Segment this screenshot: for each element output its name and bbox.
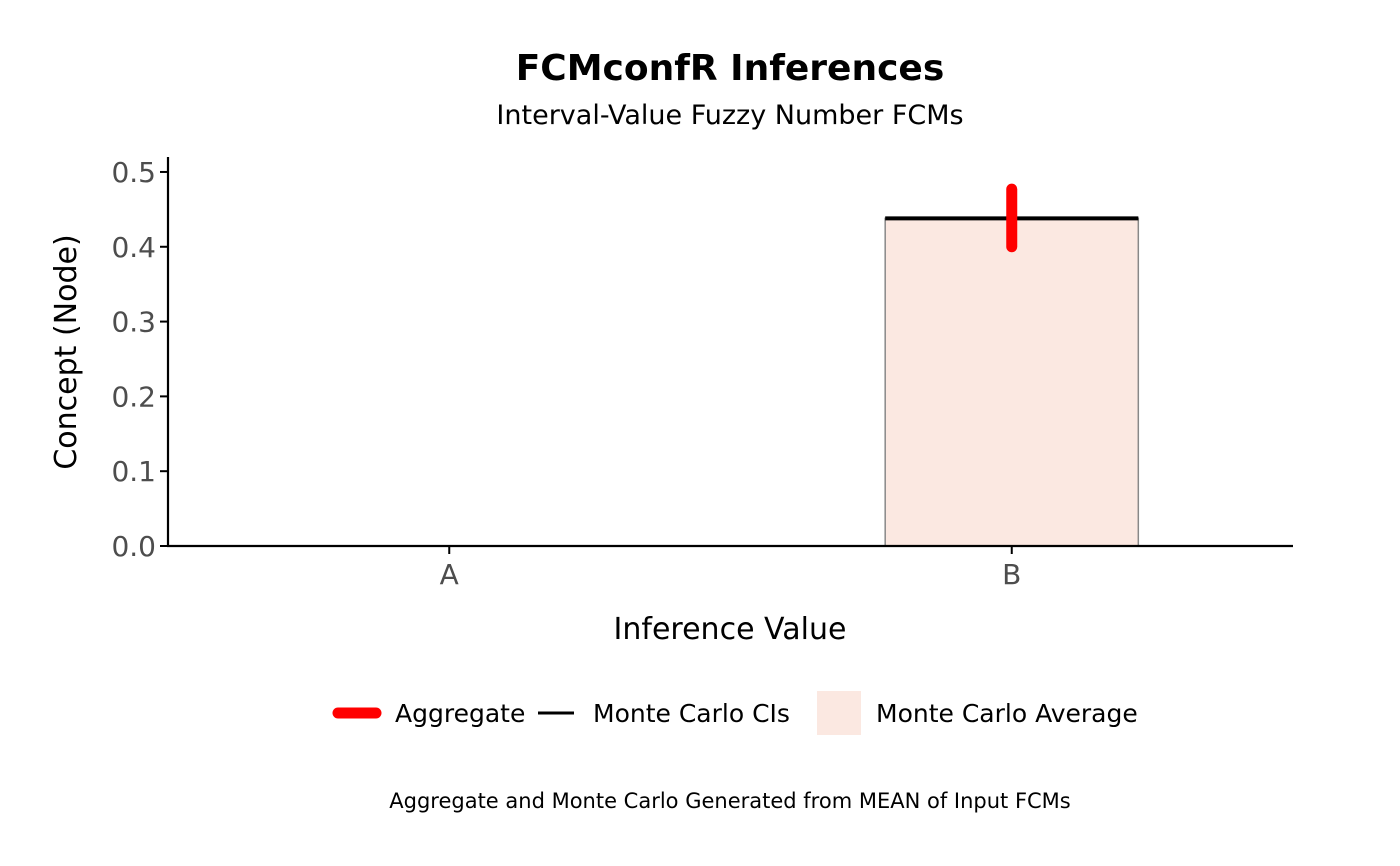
x-tick-label: B — [1002, 558, 1021, 591]
plot-area — [884, 183, 1140, 547]
y-axis-ticks: 0.0 0.1 0.2 0.3 0.4 0.5 — [111, 156, 168, 563]
legend-mc-average-key — [817, 691, 861, 735]
y-tick-label: 0.4 — [111, 231, 156, 264]
legend: Aggregate Monte Carlo CIs Monte Carlo Av… — [332, 691, 1138, 735]
x-tick-label: A — [440, 558, 459, 591]
chart-title: FCMconfR Inferences — [516, 48, 945, 89]
chart-subtitle: Interval-Value Fuzzy Number FCMs — [496, 100, 963, 131]
bar-monte-carlo-average — [884, 217, 1140, 547]
y-axis-title: Concept (Node) — [49, 234, 84, 469]
legend-mc-cis-label: Monte Carlo CIs — [593, 699, 790, 728]
y-tick-label: 0.3 — [111, 306, 156, 339]
chart-caption: Aggregate and Monte Carlo Generated from… — [389, 789, 1071, 813]
y-tick-label: 0.1 — [111, 455, 156, 488]
y-tick-label: 0.0 — [111, 530, 156, 563]
legend-mc-average-label: Monte Carlo Average — [876, 699, 1138, 728]
x-axis-title: Inference Value — [614, 612, 847, 647]
y-tick-label: 0.5 — [111, 156, 156, 189]
legend-aggregate-label: Aggregate — [395, 699, 525, 728]
y-tick-label: 0.2 — [111, 380, 156, 413]
